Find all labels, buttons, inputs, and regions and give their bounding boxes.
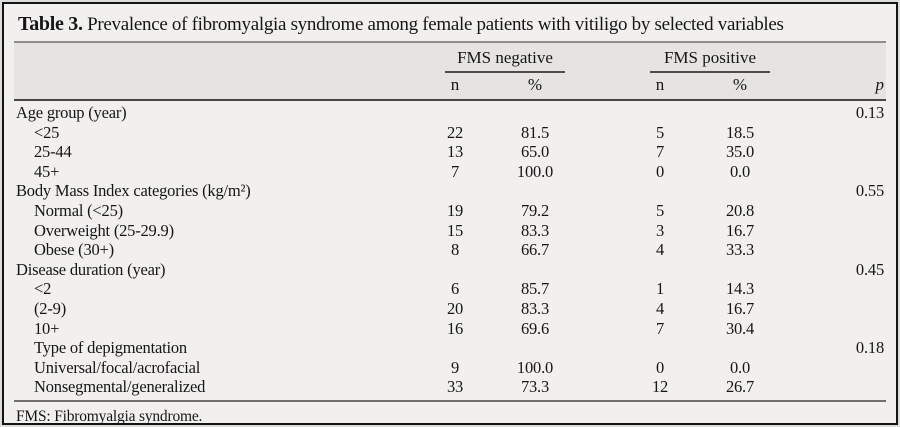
cell-n-positive: 0	[655, 357, 665, 377]
cell-pct-negative: 83.3	[520, 298, 550, 318]
column-group-fms-positive: FMS positive	[630, 48, 790, 73]
cell-pct-negative: 79.2	[520, 200, 550, 220]
row-label: Overweight (25-29.9)	[34, 220, 174, 240]
cell-pct-negative: 73.3	[520, 377, 550, 397]
cell-n-positive: 7	[655, 142, 665, 162]
cell-n-negative: 15	[446, 220, 464, 240]
table-footnote: FMS: Fibromyalgia syndrome.	[16, 407, 203, 425]
row-label: <2	[34, 279, 52, 299]
cell-p-value: 0.18	[855, 338, 884, 358]
column-group-row: FMS negative FMS positive	[14, 48, 886, 73]
cell-n-positive: 7	[655, 318, 665, 338]
cell-n-negative: 7	[450, 161, 460, 181]
col-header-pct-positive: %	[732, 75, 748, 94]
col-header-pct-negative: %	[527, 75, 543, 94]
divider-above-footnote	[14, 399, 886, 402]
cell-n-positive: 5	[655, 122, 665, 142]
cell-pct-positive: 0.0	[729, 357, 751, 377]
cell-p-value: 0.55	[855, 181, 884, 201]
row-label: (2-9)	[34, 298, 66, 318]
cell-pct-positive: 14.3	[725, 279, 755, 299]
cell-n-positive: 4	[655, 240, 665, 260]
table-row: Universal/focal/acrofacial 9 100.0 0 0.0	[14, 358, 886, 378]
cell-pct-positive: 30.4	[725, 318, 755, 338]
cell-n-positive: 12	[651, 377, 669, 397]
row-label: Obese (30+)	[34, 240, 114, 260]
table-row: 25-44 13 65.0 7 35.0	[14, 142, 886, 162]
table-header: FMS negative FMS positive n % n % p	[14, 43, 886, 99]
table-title: Table 3. Prevalence of fibromyalgia synd…	[14, 9, 886, 41]
row-label: 10+	[34, 318, 60, 338]
column-group-fms-negative: FMS negative	[425, 48, 585, 73]
cell-pct-positive: 16.7	[725, 298, 755, 318]
cell-pct-positive: 35.0	[725, 142, 755, 162]
cell-pct-negative: 100.0	[516, 161, 554, 181]
cell-n-negative: 19	[446, 200, 464, 220]
row-label: Nonsegmental/generalized	[34, 377, 206, 397]
table-row: 10+ 16 69.6 7 30.4	[14, 319, 886, 339]
cell-n-negative: 22	[446, 122, 464, 142]
table-row: Body Mass Index categories (kg/m²) 0.55	[14, 181, 886, 201]
table-row: <2 6 85.7 1 14.3	[14, 279, 886, 299]
row-label: 45+	[34, 161, 60, 181]
cell-pct-negative: 81.5	[520, 122, 550, 142]
column-group-label: FMS negative	[445, 48, 565, 73]
row-label: Normal (<25)	[34, 200, 123, 220]
cell-n-negative: 6	[450, 279, 460, 299]
table-row: Age group (year) 0.13	[14, 103, 886, 123]
cell-n-negative: 16	[446, 318, 464, 338]
cell-n-positive: 1	[655, 279, 665, 299]
cell-pct-negative: 85.7	[520, 279, 550, 299]
subheader-row: n % n % p	[14, 74, 886, 96]
table-row: Nonsegmental/generalized 33 73.3 12 26.7	[14, 377, 886, 397]
cell-pct-positive: 33.3	[725, 240, 755, 260]
cell-n-positive: 0	[655, 161, 665, 181]
row-label: 25-44	[34, 142, 72, 162]
row-label: Type of depigmentation	[34, 338, 187, 358]
divider-below-title	[14, 41, 886, 43]
cell-pct-positive: 0.0	[729, 161, 751, 181]
table-number: Table 3.	[18, 13, 83, 35]
cell-n-negative: 8	[450, 240, 460, 260]
cell-n-positive: 3	[655, 220, 665, 240]
table-body: Age group (year) 0.13 <25 22 81.5 5 18.5…	[14, 101, 886, 400]
table-row: 45+ 7 100.0 0 0.0	[14, 162, 886, 182]
table-row: (2-9) 20 83.3 4 16.7	[14, 299, 886, 319]
row-label: Universal/focal/acrofacial	[34, 357, 201, 377]
row-label: Body Mass Index categories (kg/m²)	[16, 181, 251, 201]
cell-n-negative: 33	[446, 377, 464, 397]
cell-pct-negative: 66.7	[520, 240, 550, 260]
cell-pct-positive: 26.7	[725, 377, 755, 397]
cell-pct-negative: 100.0	[516, 357, 554, 377]
cell-pct-positive: 20.8	[725, 200, 755, 220]
col-header-p-value: p	[875, 75, 885, 94]
cell-pct-negative: 83.3	[520, 220, 550, 240]
cell-n-negative: 9	[450, 357, 460, 377]
table-caption: Prevalence of fibromyalgia syndrome amon…	[87, 14, 784, 35]
cell-pct-negative: 69.6	[520, 318, 550, 338]
row-label: Disease duration (year)	[16, 259, 166, 279]
cell-n-positive: 5	[655, 200, 665, 220]
divider-below-header	[14, 99, 886, 101]
table-row: Normal (<25) 19 79.2 5 20.8	[14, 201, 886, 221]
cell-n-positive: 4	[655, 298, 665, 318]
cell-n-negative: 13	[446, 142, 464, 162]
row-label: <25	[34, 122, 60, 142]
column-group-label: FMS positive	[650, 48, 770, 73]
row-label: Age group (year)	[16, 103, 127, 122]
table-row: Type of depigmentation 0.18	[14, 338, 886, 358]
cell-n-negative: 20	[446, 298, 464, 318]
cell-p-value: 0.13	[855, 103, 884, 122]
table-row: <25 22 81.5 5 18.5	[14, 123, 886, 143]
cell-p-value: 0.45	[855, 259, 884, 279]
col-header-n-negative: n	[450, 75, 460, 94]
cell-pct-positive: 18.5	[725, 122, 755, 142]
table-row: Disease duration (year) 0.45	[14, 260, 886, 280]
table-row: Overweight (25-29.9) 15 83.3 3 16.7	[14, 221, 886, 241]
cell-pct-positive: 16.7	[725, 220, 755, 240]
cell-pct-negative: 65.0	[520, 142, 550, 162]
table-row: Obese (30+) 8 66.7 4 33.3	[14, 240, 886, 260]
col-header-n-positive: n	[655, 75, 665, 94]
